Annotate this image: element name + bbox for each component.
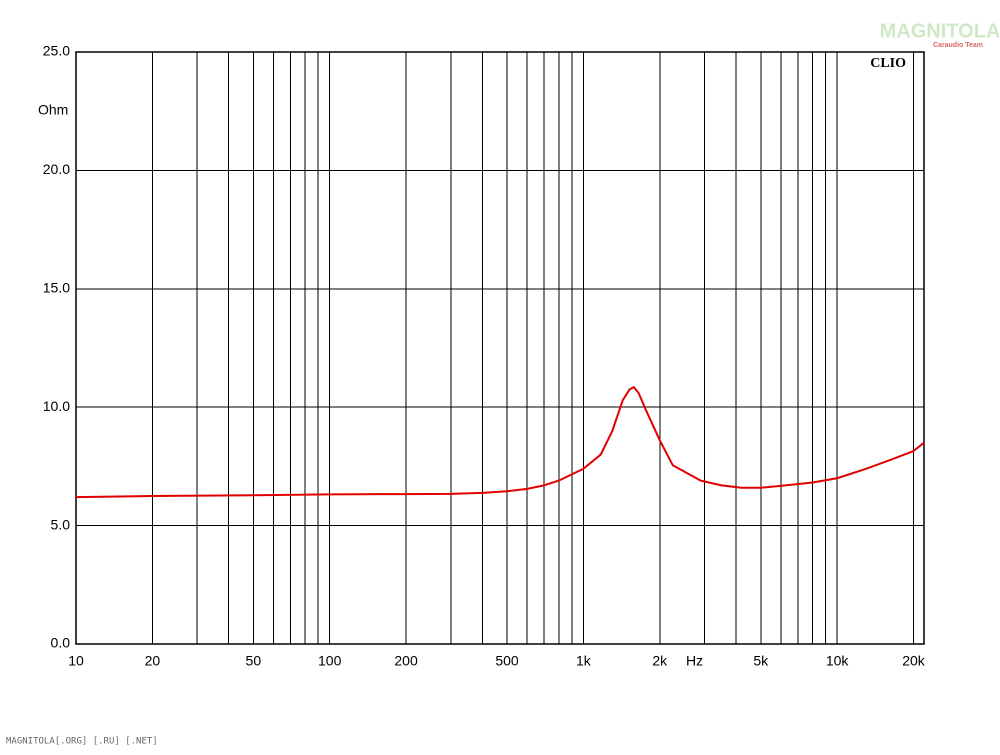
x-tick-label: 1k	[576, 653, 592, 669]
y-tick-label: 10.0	[43, 398, 70, 414]
x-tick-label: 10k	[826, 653, 850, 669]
x-tick-label: 2k	[652, 653, 668, 669]
y-tick-label: 15.0	[43, 280, 70, 296]
plot-border	[75, 51, 925, 645]
x-tick-label: 20	[145, 653, 161, 669]
annotation: CLIO	[870, 56, 906, 71]
x-tick-label: 10	[68, 653, 84, 669]
y-tick-label: 5.0	[51, 516, 71, 532]
x-axis-unit: Hz	[686, 653, 703, 669]
x-tick-label: 500	[495, 653, 519, 669]
x-tick-label: 20k	[902, 653, 926, 669]
x-tick-label: 5k	[753, 653, 769, 669]
y-axis-label: Ohm	[38, 102, 68, 118]
footer: MAGNITOLA[.ORG] [.RU] [.NET]	[6, 737, 158, 747]
y-tick-label: 0.0	[51, 635, 71, 651]
x-tick-label: 200	[394, 653, 418, 669]
watermark: MAGNITOLA	[880, 20, 1000, 42]
watermark-sub: Caraudio Team	[933, 42, 983, 49]
y-tick-label: 25.0	[43, 43, 70, 59]
x-tick-label: 50	[246, 653, 262, 669]
y-tick-label: 20.0	[43, 161, 70, 177]
impedance-line	[75, 386, 925, 499]
x-tick-label: 100	[318, 653, 342, 669]
